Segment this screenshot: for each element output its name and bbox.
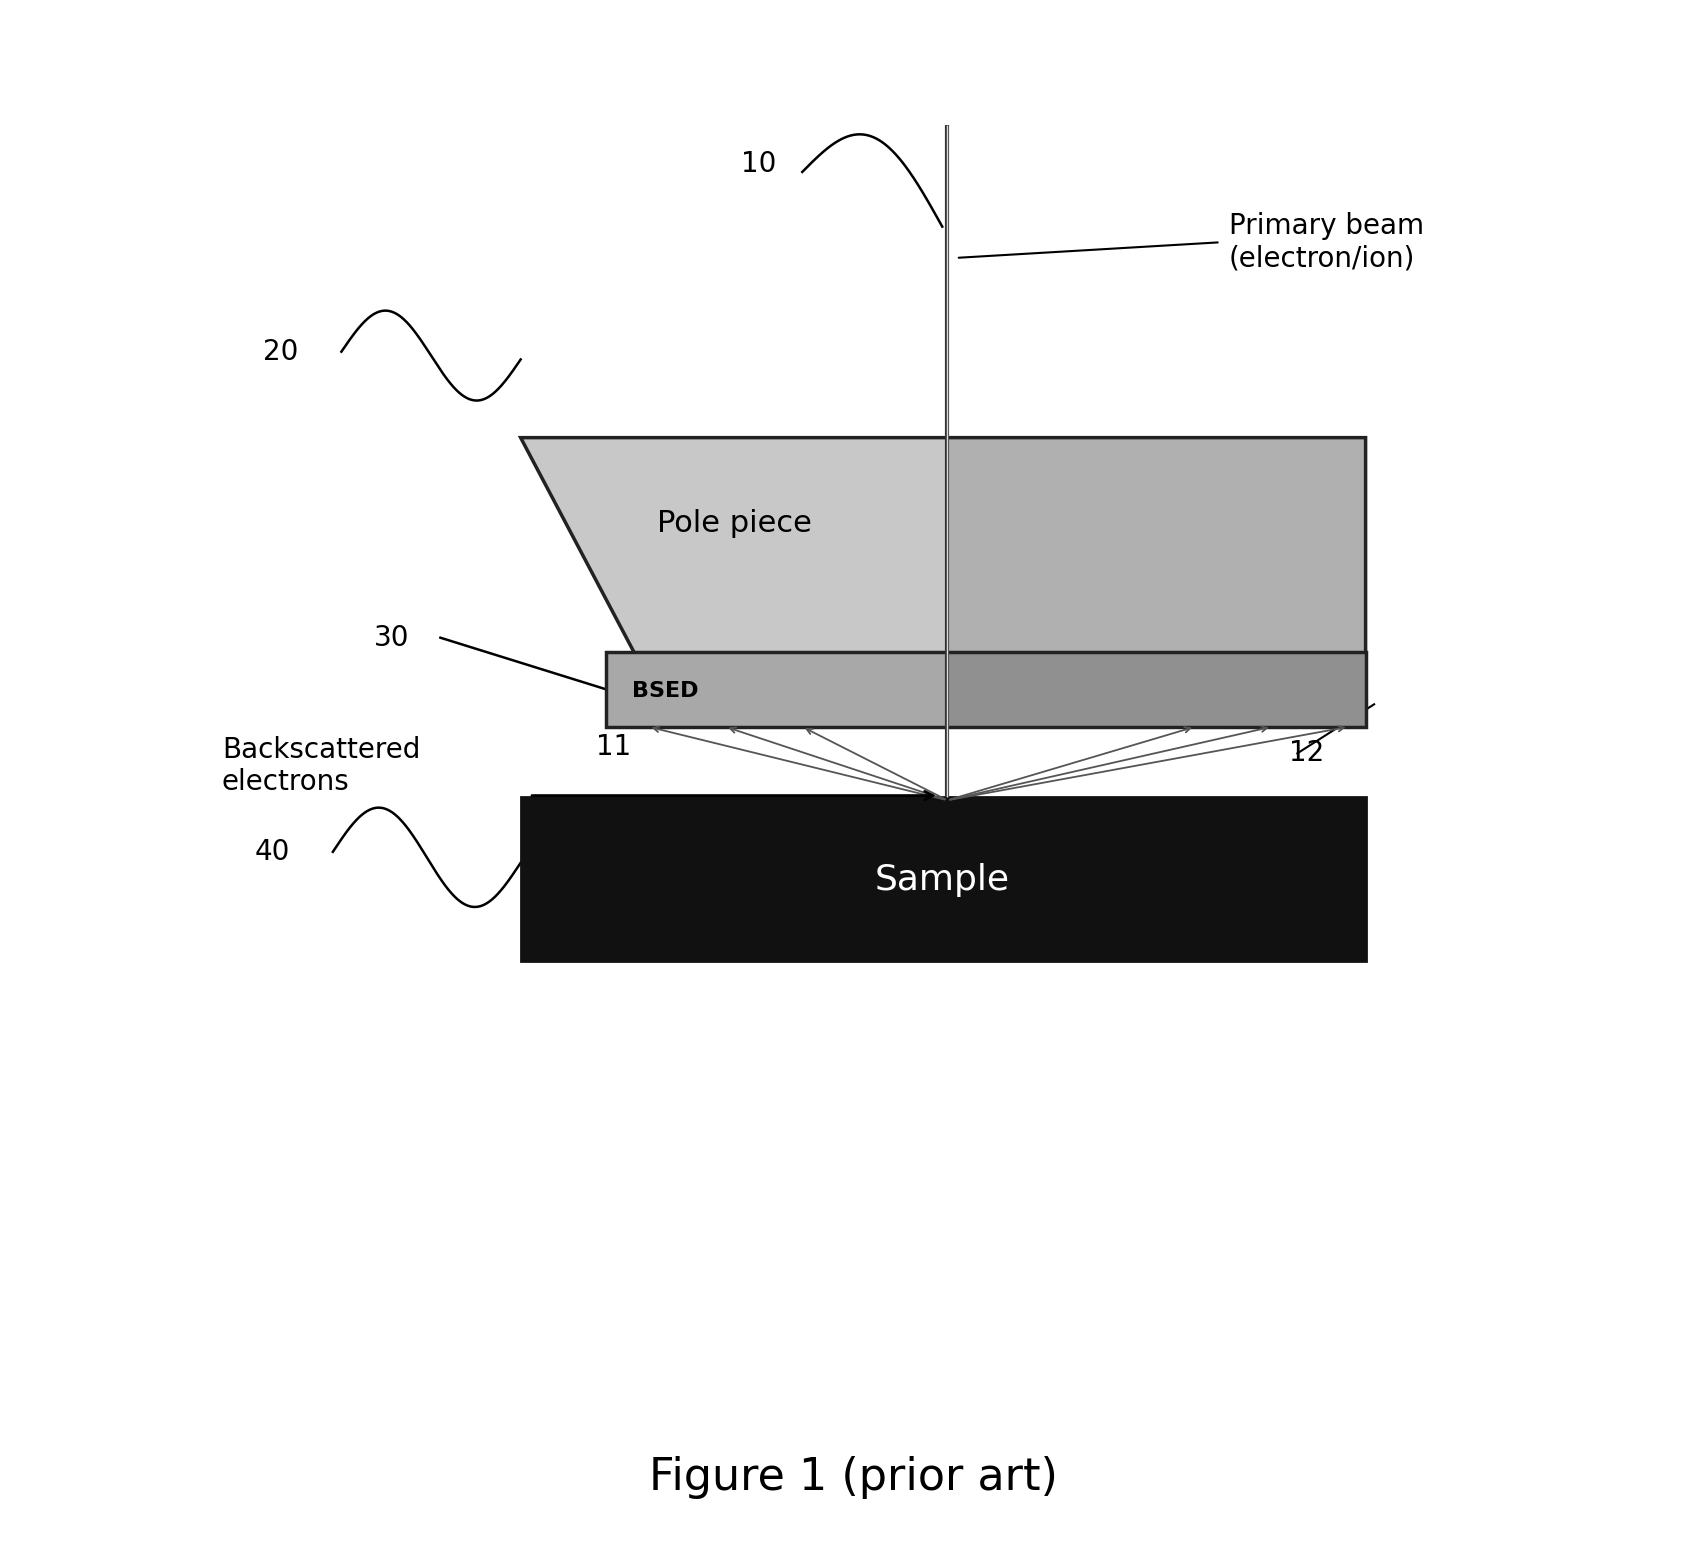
Polygon shape xyxy=(947,438,1366,680)
Text: 12: 12 xyxy=(1289,739,1325,767)
Text: 40: 40 xyxy=(254,838,290,866)
Text: Pole piece: Pole piece xyxy=(657,510,813,538)
Bar xyxy=(947,652,1366,727)
Text: Figure 1 (prior art): Figure 1 (prior art) xyxy=(649,1455,1058,1499)
Bar xyxy=(606,652,1366,727)
Text: Sample: Sample xyxy=(874,863,1011,897)
Text: Primary beam
(electron/ion): Primary beam (electron/ion) xyxy=(1229,213,1424,272)
Bar xyxy=(521,797,1366,961)
Bar xyxy=(606,652,947,727)
Text: Backscattered
electrons: Backscattered electrons xyxy=(222,736,420,796)
Polygon shape xyxy=(521,438,947,680)
Text: BSED: BSED xyxy=(632,681,698,700)
Text: 20: 20 xyxy=(263,338,299,366)
Text: 30: 30 xyxy=(374,624,410,652)
Text: 10: 10 xyxy=(741,150,777,178)
Text: 11: 11 xyxy=(596,733,632,761)
